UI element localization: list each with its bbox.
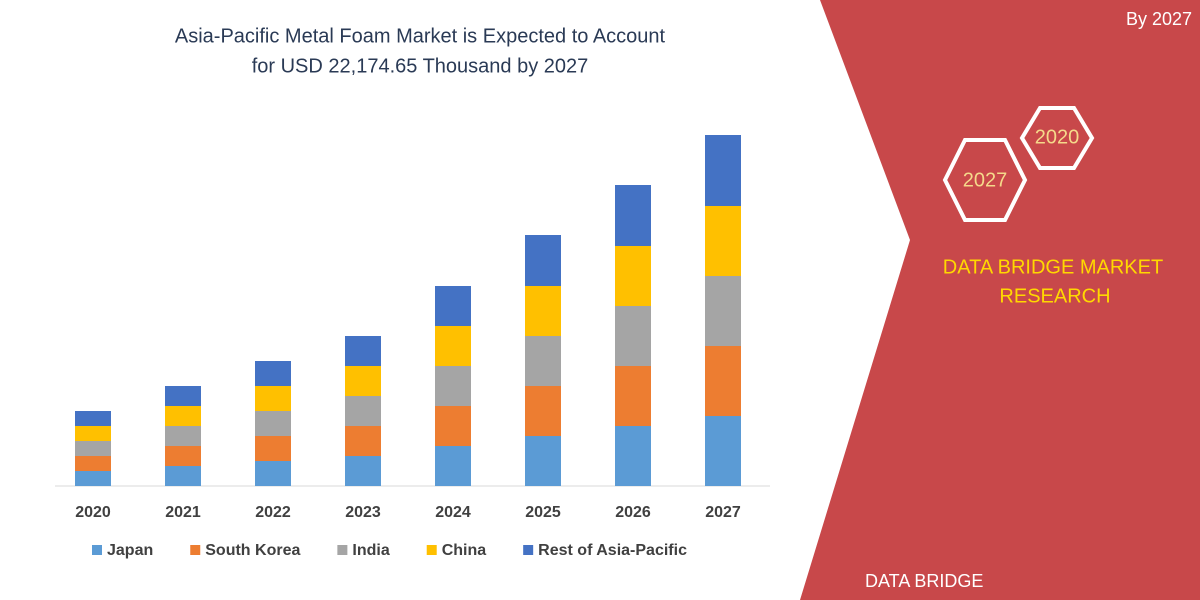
bar-segment — [75, 426, 111, 441]
bar-segment — [75, 471, 111, 486]
x-tick-label: 2026 — [615, 504, 651, 521]
legend-label: India — [352, 542, 389, 559]
bar-segment — [165, 386, 201, 406]
bar-segment — [255, 461, 291, 486]
x-tick-label: 2025 — [525, 504, 561, 521]
bar-segment — [255, 361, 291, 386]
brand-text: RESEARCH — [999, 285, 1110, 307]
hexagon — [1019, 106, 1095, 170]
hex-label: 2020 — [1035, 126, 1080, 148]
bar-segment — [435, 446, 471, 486]
legend-swatch — [190, 545, 201, 555]
bar-segment — [705, 135, 741, 206]
legend-swatch — [337, 545, 348, 555]
brand-text: DATA BRIDGE MARKET — [943, 256, 1163, 278]
hexagon — [942, 138, 1028, 222]
bar-segment — [615, 426, 651, 486]
legend-label: Rest of Asia-Pacific — [538, 542, 687, 559]
bar-segment — [165, 426, 201, 446]
bar-segment — [75, 456, 111, 471]
bar-segment — [705, 346, 741, 416]
bar-segment — [255, 436, 291, 461]
bar-segment — [435, 326, 471, 366]
legend-label: South Korea — [205, 542, 300, 559]
bar-segment — [255, 411, 291, 436]
legend-swatch — [92, 545, 102, 555]
bar-segment — [615, 246, 651, 306]
bar-segment — [345, 456, 381, 486]
bar-segment — [525, 386, 561, 436]
bar-segment — [705, 276, 741, 346]
bar-segment — [435, 366, 471, 406]
x-tick-label: 2023 — [345, 504, 381, 521]
bar-segment — [615, 185, 651, 246]
bar-segment — [525, 336, 561, 386]
bar-segment — [705, 206, 741, 276]
bar-segment — [615, 306, 651, 366]
chart-title: Asia-Pacific Metal Foam Market is Expect… — [175, 25, 666, 47]
bar-segment — [705, 416, 741, 486]
bar-segment — [345, 366, 381, 396]
legend-swatch — [426, 545, 437, 555]
bar-segment — [75, 411, 111, 426]
corner-text: By 2027 — [1126, 9, 1192, 29]
x-tick-label: 2024 — [435, 504, 471, 521]
bar-segment — [525, 286, 561, 336]
bar-segment — [345, 426, 381, 456]
bar-segment — [435, 406, 471, 446]
legend-swatch — [523, 545, 534, 555]
hex-label: 2027 — [963, 169, 1008, 191]
bar-segment — [165, 446, 201, 466]
bar-segment — [75, 441, 111, 456]
x-tick-label: 2022 — [255, 504, 291, 521]
bar-segment — [165, 466, 201, 486]
bar-segment — [345, 396, 381, 426]
x-tick-label: 2020 — [75, 504, 111, 521]
logo-text: DATA BRIDGE — [865, 571, 983, 591]
bar-segment — [165, 406, 201, 426]
bar-segment — [345, 336, 381, 366]
legend-label: Japan — [107, 542, 153, 559]
bar-segment — [435, 286, 471, 326]
x-tick-label: 2021 — [165, 504, 201, 521]
legend-label: China — [442, 542, 487, 559]
bar-segment — [615, 366, 651, 426]
bar-segment — [525, 235, 561, 286]
x-tick-label: 2027 — [705, 504, 741, 521]
chart-title: for USD 22,174.65 Thousand by 2027 — [252, 55, 589, 77]
side-panel — [800, 0, 1200, 600]
bar-segment — [525, 436, 561, 486]
bar-segment — [255, 386, 291, 411]
